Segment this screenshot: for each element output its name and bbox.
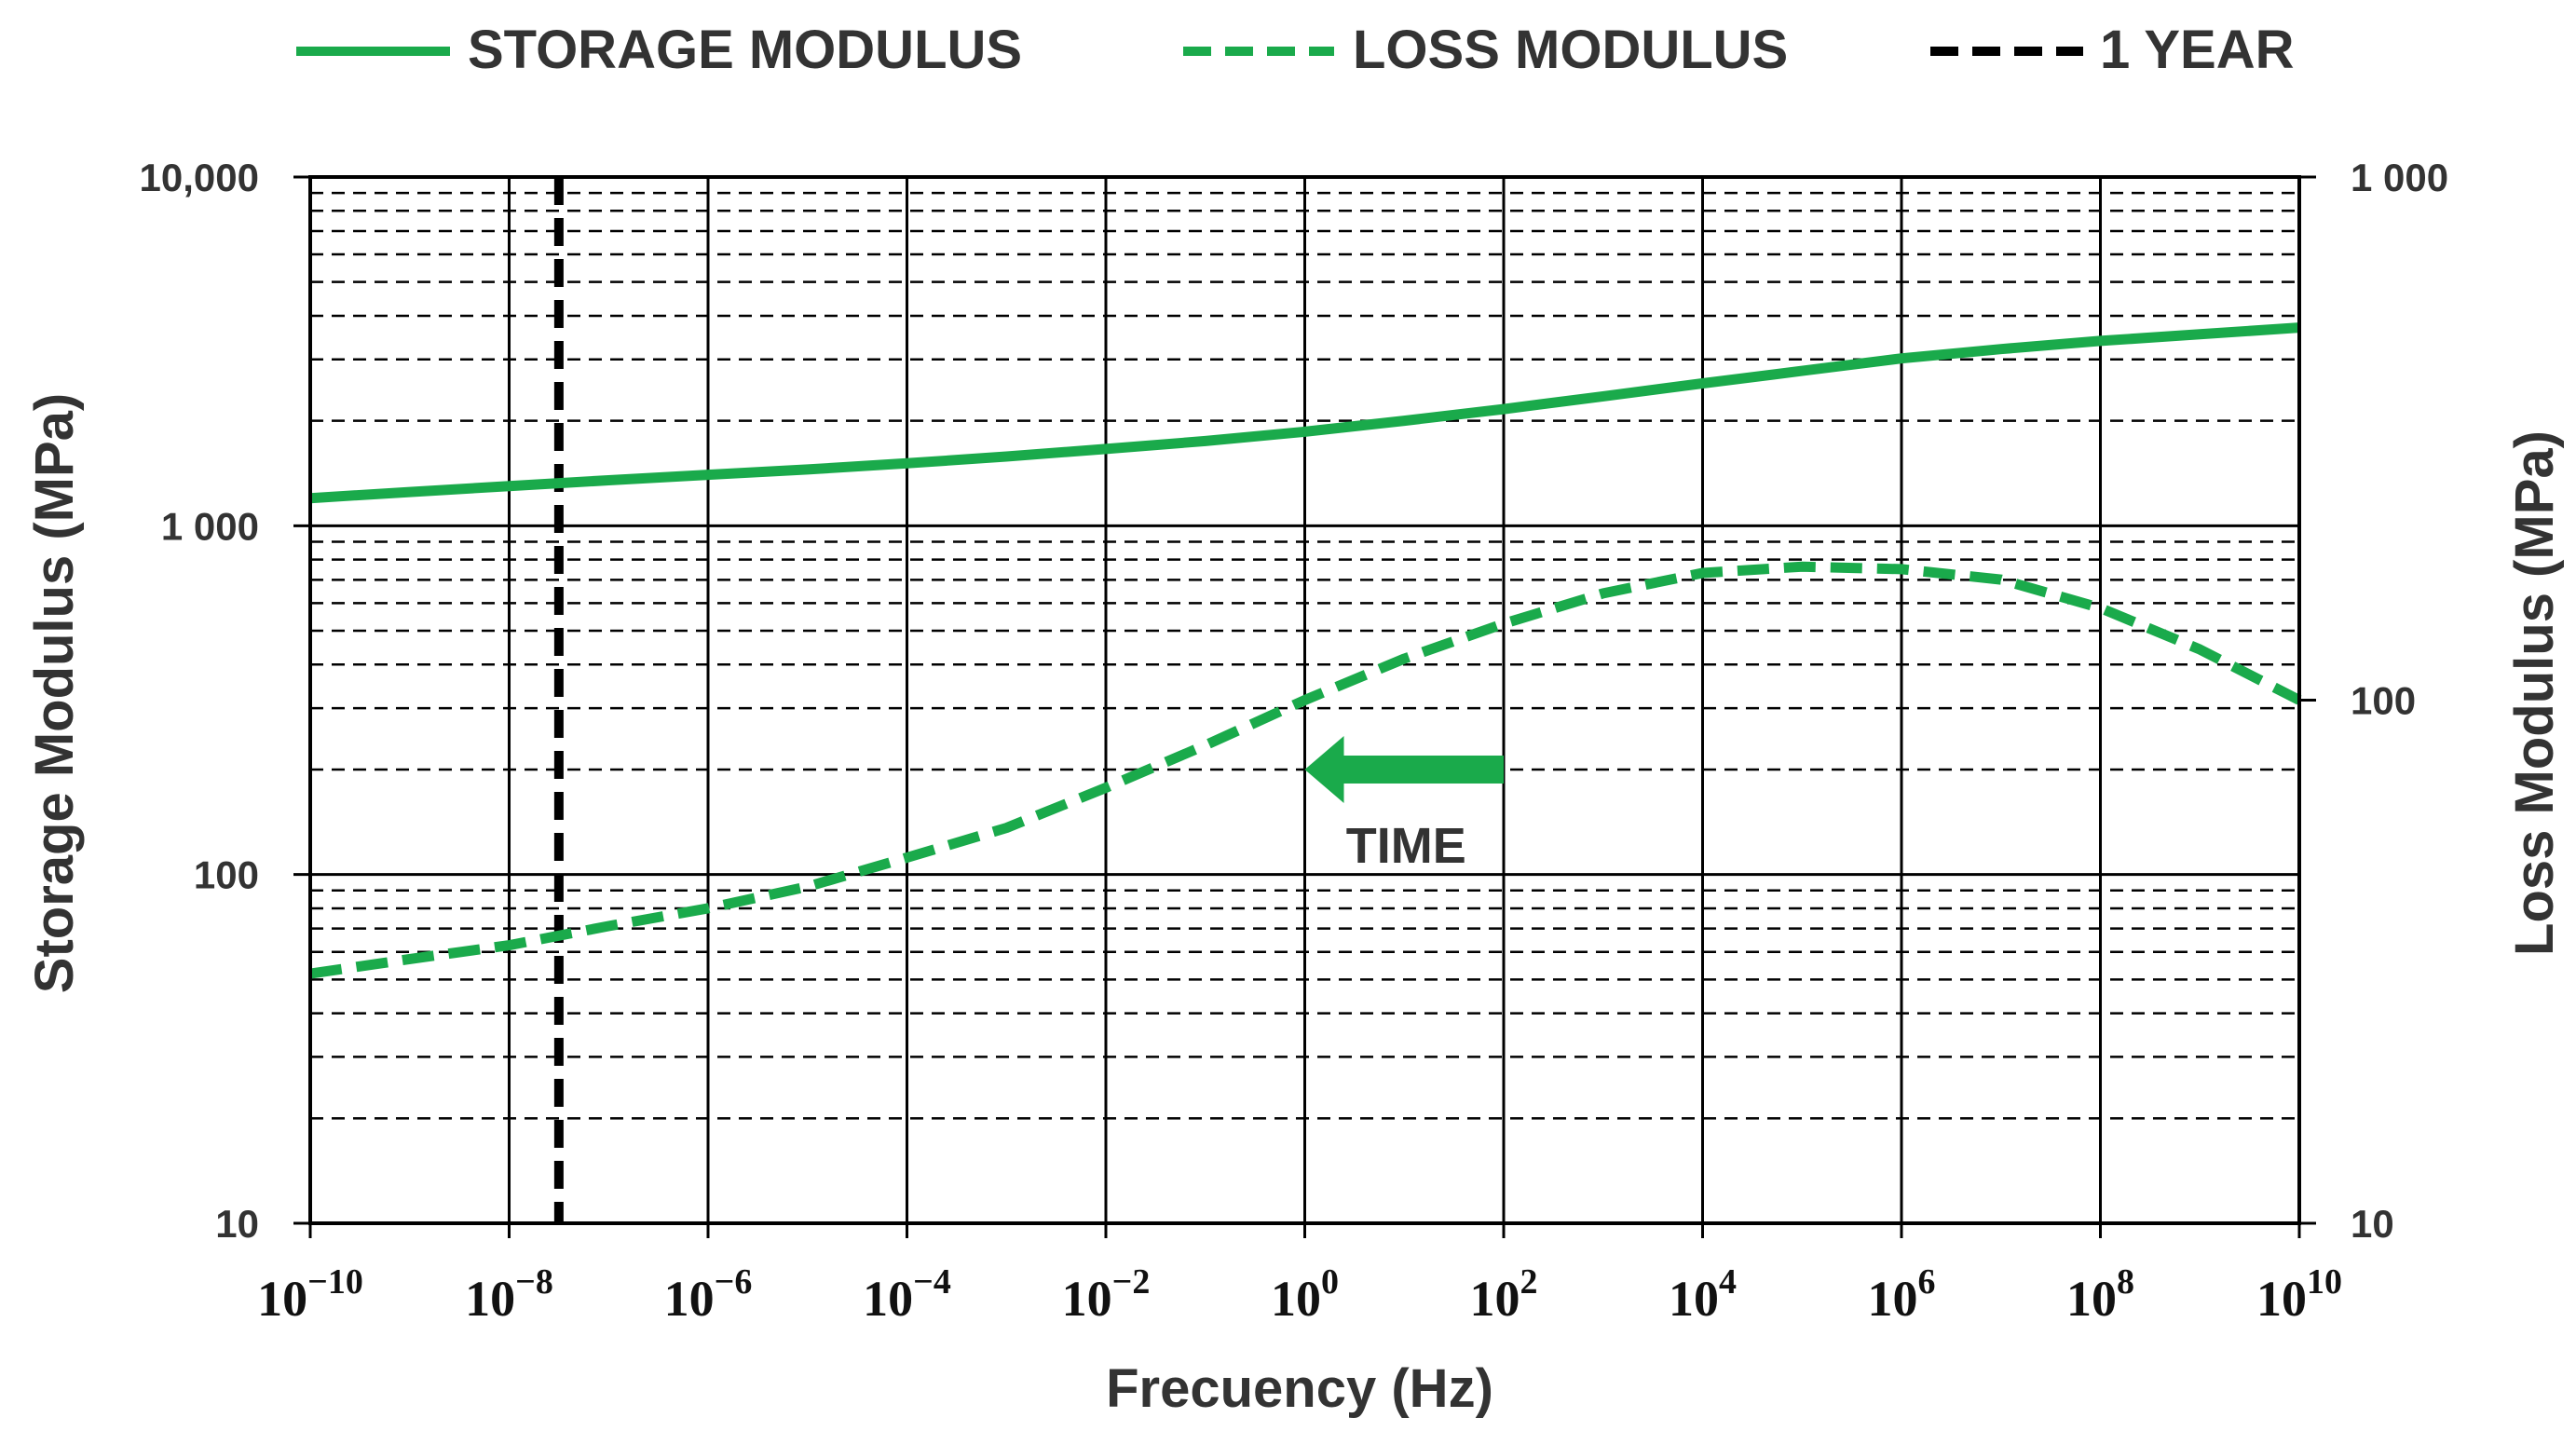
storage-modulus-line: [309, 322, 2300, 504]
x-tick-label: 100: [1271, 1262, 1339, 1327]
x-tick-label: 10−2: [1062, 1262, 1151, 1327]
series-layer: [309, 322, 2302, 979]
x-tick-label: 10−4: [863, 1262, 951, 1327]
tick-labels: 10 100 1 000 10,000 10 100 1 000 10−10 10−8 10−6 1…: [140, 156, 2449, 1327]
legend-label-storage: STORAGE MODULUS: [468, 20, 1022, 80]
x-tick-label: 102: [1470, 1262, 1538, 1327]
x-tick-label: 10−10: [257, 1262, 363, 1327]
x-tick-label: 106: [1868, 1262, 1936, 1327]
y-tick-label-right: 100: [2351, 679, 2416, 723]
y-tick-label-left: 100: [194, 853, 259, 897]
annotation-layer: TIME: [1304, 735, 1504, 874]
legend: STORAGE MODULUS LOSS MODULUS 1 YEAR: [296, 20, 2294, 80]
x-axis-label: Frecuency (Hz): [1106, 1358, 1493, 1419]
legend-label-loss: LOSS MODULUS: [1353, 20, 1788, 80]
time-arrow-head: [1304, 735, 1344, 803]
time-arrow-shaft: [1340, 755, 1504, 784]
time-annotation-label: TIME: [1346, 818, 1466, 874]
loss-modulus-line: [309, 561, 2302, 979]
y-axis-label-left: Storage Modulus (MPa): [24, 393, 85, 993]
legend-label-1-year: 1 YEAR: [2100, 20, 2294, 80]
x-tick-label: 104: [1669, 1262, 1737, 1327]
x-tick-label: 1010: [2256, 1262, 2342, 1327]
y-tick-label-left: 10: [215, 1202, 259, 1246]
y-tick-label-left: 1 000: [161, 504, 259, 548]
x-tick-label: 10−6: [664, 1262, 753, 1327]
y-tick-label-left: 10,000: [140, 156, 259, 199]
x-tick-label: 108: [2066, 1262, 2134, 1327]
y-tick-label-right: 10: [2351, 1202, 2394, 1246]
y-tick-label-right: 1 000: [2351, 156, 2448, 199]
x-tick-label: 10−8: [465, 1262, 553, 1327]
y-axis-label-right: Loss Modulus (MPa): [2504, 430, 2565, 956]
